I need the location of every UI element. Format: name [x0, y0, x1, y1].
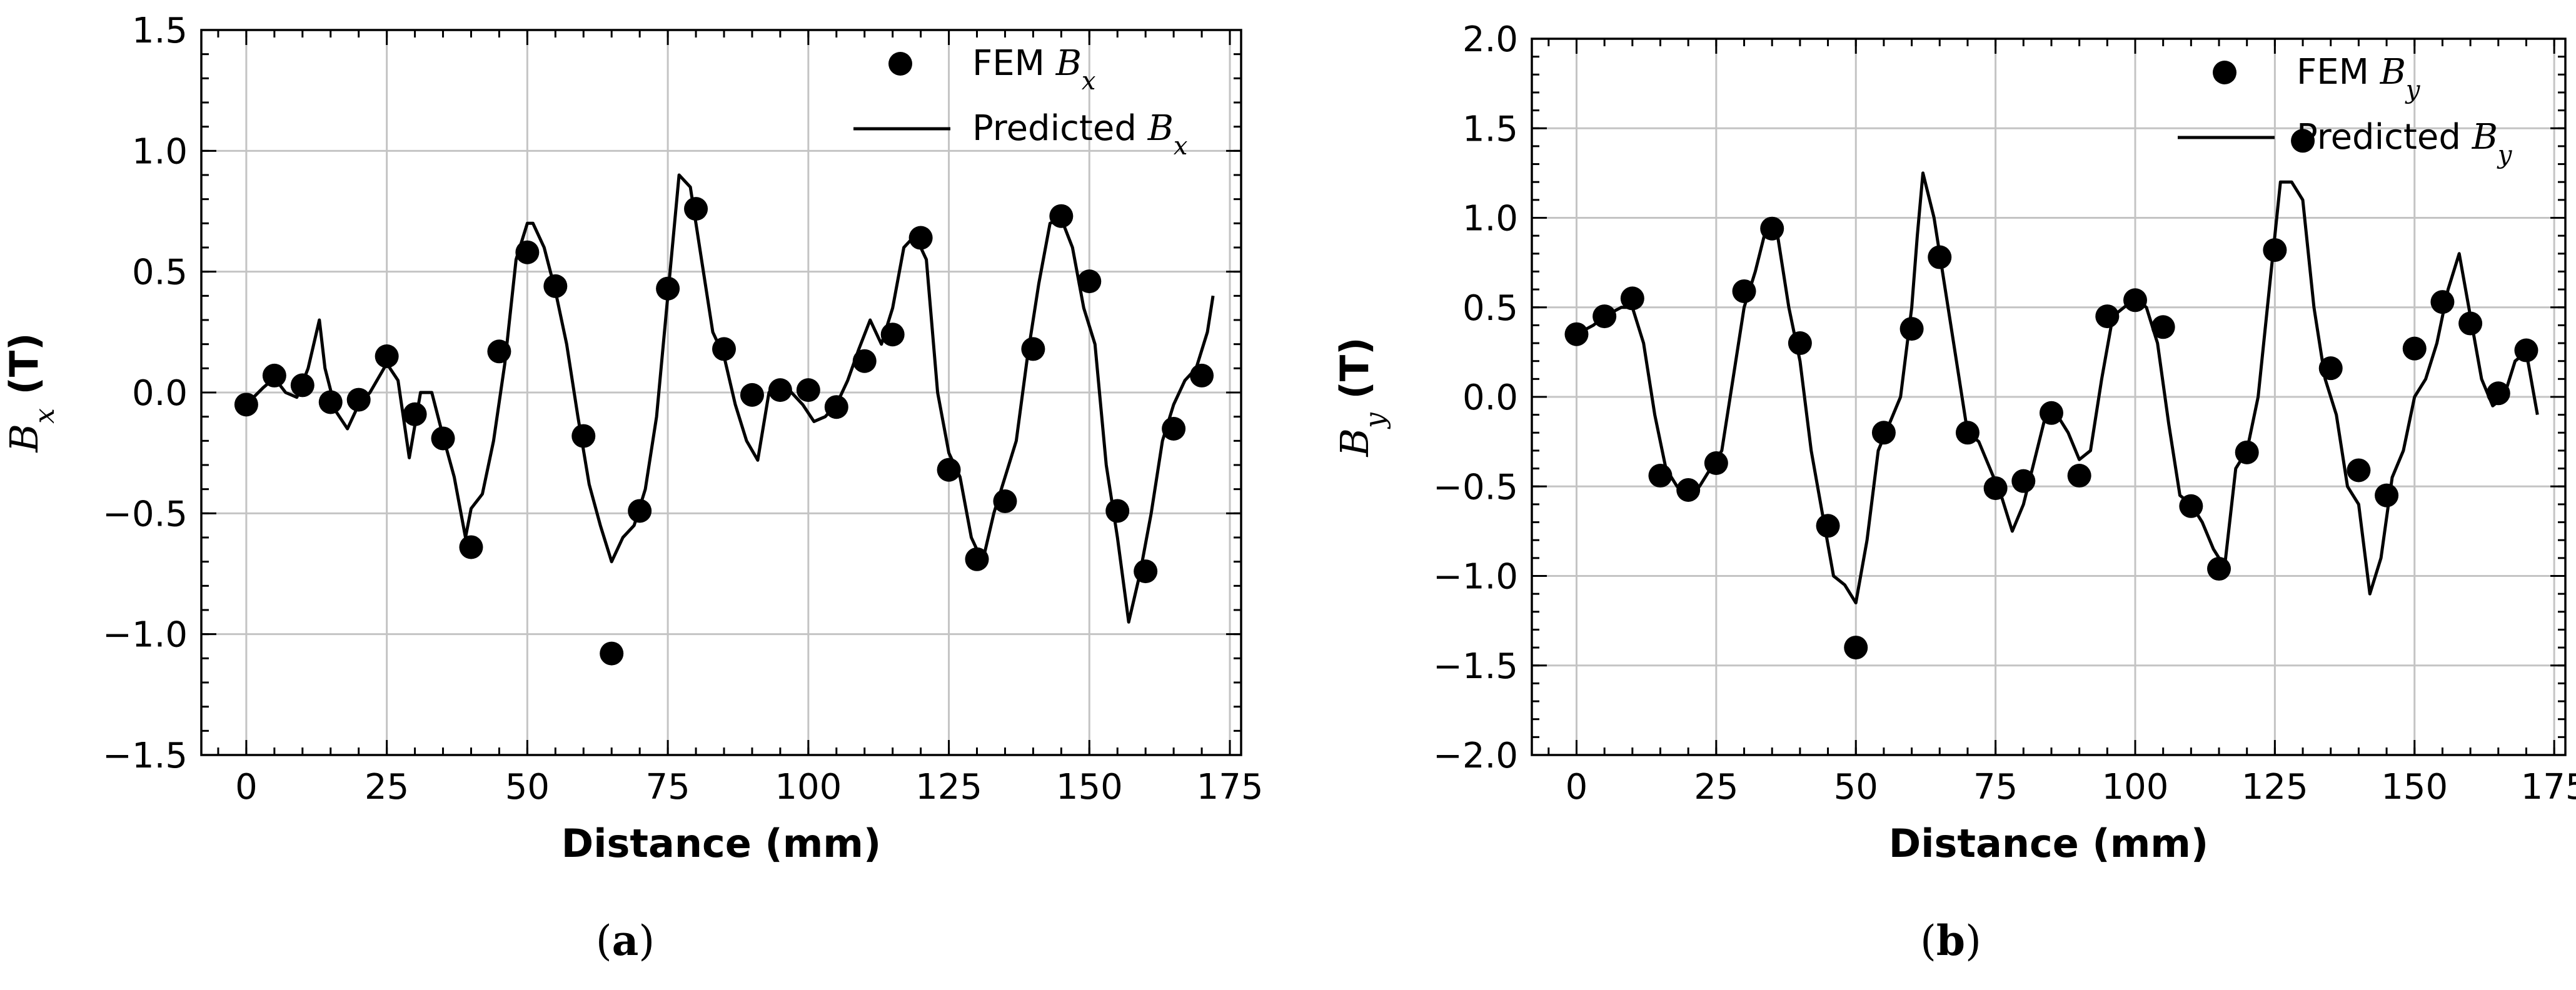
fem-point — [2347, 458, 2371, 482]
fem-point — [796, 378, 820, 402]
fem-point — [1816, 514, 1840, 538]
fem-point — [1190, 363, 1214, 388]
y-tick-label: 0.0 — [132, 373, 188, 414]
legend-marker-fem — [888, 52, 912, 76]
x-tick-label: 100 — [775, 767, 842, 808]
plot-frame — [200, 29, 1242, 756]
fem-point — [2067, 464, 2091, 488]
fem-point — [2095, 304, 2120, 329]
fem-point — [1676, 478, 1701, 502]
y-tick-label: 0.0 — [1462, 378, 1518, 418]
fem-point — [684, 197, 708, 221]
x-tick-label: 175 — [1197, 767, 1264, 808]
y-tick-label: 0.5 — [1462, 288, 1518, 329]
predicted-line — [245, 173, 1215, 624]
y-tick-label: 1.0 — [1462, 199, 1518, 239]
x-tick-label: 150 — [1056, 767, 1123, 808]
y-tick-label: 1.5 — [1462, 109, 1518, 149]
x-tick-label: 150 — [2381, 767, 2448, 808]
y-tick-label: −0.5 — [1433, 467, 1518, 508]
y-tick-label: 2.0 — [1462, 19, 1518, 60]
legend-label: Predicted By — [2297, 117, 2513, 169]
plot-frame — [1531, 38, 2567, 756]
x-tick-label: 0 — [1566, 767, 1588, 808]
fem-point — [1105, 499, 1130, 523]
legend-label: FEM Bx — [972, 43, 1095, 96]
fem-point — [1021, 337, 1045, 361]
fem-point — [965, 547, 989, 571]
fem-point — [571, 424, 596, 448]
fem-point — [600, 641, 624, 666]
x-tick-label: 50 — [505, 767, 550, 808]
fem-point — [740, 382, 764, 407]
fem-point — [1788, 331, 1812, 356]
x-tick-label: 25 — [1694, 767, 1738, 808]
y-tick-label: −1.0 — [1433, 557, 1518, 598]
fem-point — [2151, 315, 2175, 339]
panel-caption: (b) — [1920, 916, 1981, 965]
chart-b: 0 25 50 75 100 125 150 175 −2.0 −1.5 −1.0 −0.5 0.0 0.… — [1332, 19, 2576, 965]
y-tick-label: −1.5 — [1433, 646, 1518, 687]
x-tick-label: 25 — [365, 767, 409, 808]
fem-point — [2486, 381, 2510, 406]
fem-point — [346, 388, 371, 412]
y-tick-label: −2.0 — [1433, 736, 1518, 776]
fem-point — [2291, 129, 2315, 153]
fem-point — [1564, 322, 1589, 346]
x-tick-label: 100 — [2102, 767, 2169, 808]
fem-point — [375, 344, 399, 368]
legend-marker-fem — [2213, 61, 2236, 84]
x-axis-title: Distance (mm) — [1889, 821, 2209, 866]
fem-point — [2402, 336, 2427, 361]
x-tick-label: 50 — [1834, 767, 1878, 808]
fem-point — [908, 226, 933, 250]
fem-point — [459, 535, 483, 559]
fem-point — [2430, 290, 2455, 314]
y-tick-label: 0.5 — [132, 252, 188, 293]
x-tick-label: 125 — [2241, 767, 2308, 808]
fem-point — [403, 402, 427, 426]
fem-point — [2375, 483, 2399, 508]
y-axis-title: By (T) — [1332, 338, 1391, 458]
fem-point — [1620, 286, 1644, 311]
y-tick-label: 1.5 — [132, 11, 188, 51]
fem-point — [768, 378, 792, 402]
legend-label: Predicted Bx — [972, 108, 1187, 161]
x-tick-label: 125 — [915, 767, 982, 808]
fem-point — [1844, 636, 1868, 660]
chart-a: 0 25 50 75 100 125 150 175 −1.5 −1.0 −0.5 0.0 0.5 1.0… — [1, 11, 1263, 965]
x-tick-label: 175 — [2521, 767, 2576, 808]
y-tick-label: −1.0 — [103, 615, 188, 656]
fem-point — [852, 349, 877, 373]
y-tick-label: −0.5 — [103, 494, 188, 534]
panel-caption: (a) — [596, 916, 655, 965]
x-axis-title: Distance (mm) — [561, 821, 882, 866]
fem-point — [1077, 269, 1102, 294]
x-tick-label: 75 — [1973, 767, 2018, 808]
y-tick-label: −1.5 — [103, 736, 188, 776]
x-tick-label: 0 — [235, 767, 258, 808]
y-axis-title: Bx (T) — [1, 333, 61, 453]
x-tick-label: 75 — [645, 767, 690, 808]
legend-label: FEM By — [2297, 52, 2421, 104]
fem-point — [1049, 204, 1074, 228]
y-tick-label: 1.0 — [132, 131, 188, 172]
predicted-line — [1576, 171, 2539, 604]
fem-point — [1899, 317, 1924, 341]
